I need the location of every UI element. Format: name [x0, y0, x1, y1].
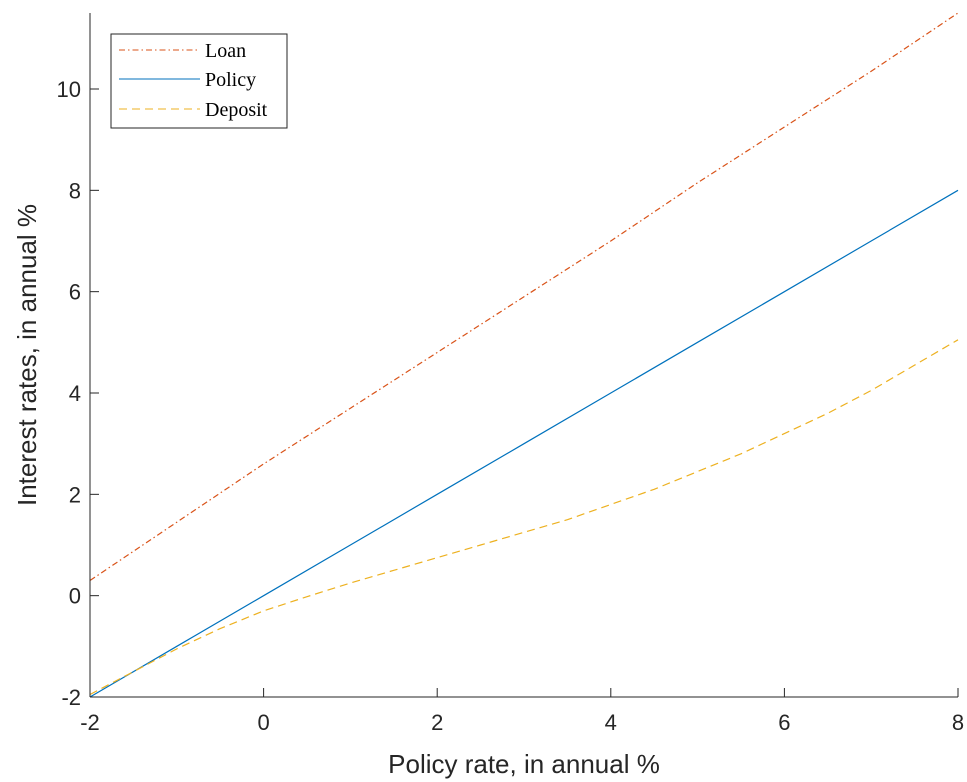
legend: Loan Policy Deposit: [110, 33, 288, 129]
y-tick-label: 8: [69, 178, 81, 203]
series-line-policy: [89, 189, 959, 698]
y-tick-label: -2: [61, 685, 81, 710]
x-tick-label: 4: [605, 710, 617, 735]
y-tick-label: 2: [69, 482, 81, 507]
x-tick-label: 2: [431, 710, 443, 735]
legend-label-deposit: Deposit: [205, 99, 268, 121]
y-tick-label: 0: [69, 584, 81, 609]
y-tick-label: 4: [69, 381, 81, 406]
x-axis-title: Policy rate, in annual %: [388, 749, 660, 779]
legend-label-loan: Loan: [205, 40, 246, 62]
y-tick-label: 6: [69, 280, 81, 305]
axes-layer: [89, 13, 958, 698]
x-tick-label: 8: [952, 710, 964, 735]
series-layer: [89, 12, 959, 698]
y-axis-title: Interest rates, in annual %: [12, 204, 42, 506]
y-tick-label: 10: [57, 77, 81, 102]
series-line-loan: [89, 12, 959, 581]
legend-label-policy: Policy: [205, 69, 256, 91]
y-ticks: -2 0 2 4 6 8 10: [57, 77, 99, 710]
legend-box: [110, 33, 288, 129]
series-line-deposit: [89, 339, 959, 696]
x-tick-label: 6: [778, 710, 790, 735]
x-tick-label: -2: [80, 710, 100, 735]
x-ticks: -2 0 2 4 6 8: [80, 688, 964, 735]
x-tick-label: 0: [257, 710, 269, 735]
